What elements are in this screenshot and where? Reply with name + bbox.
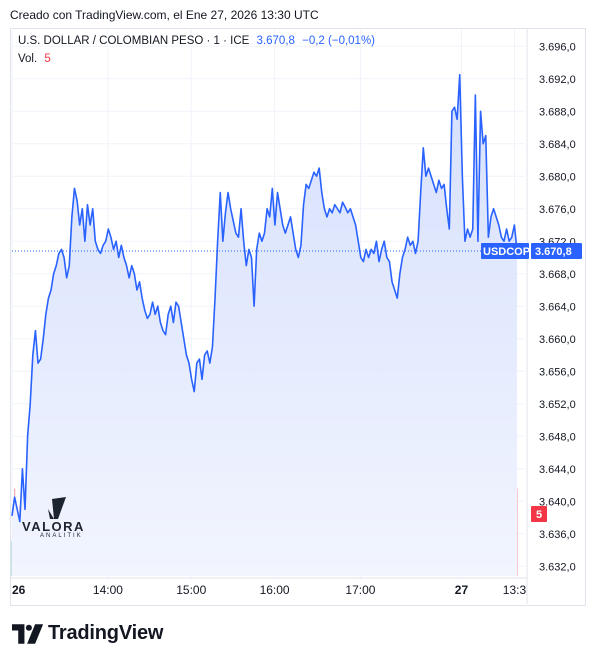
y-tick-label: 3.660,0 <box>539 334 576 346</box>
tradingview-wordmark: TradingView <box>48 622 164 644</box>
y-tick-label: 3.648,0 <box>539 431 576 443</box>
tradingview-logo-icon <box>12 623 44 644</box>
valora-watermark: VALORA ANALITIK <box>18 495 96 543</box>
y-tick-label: 3.652,0 <box>539 399 576 411</box>
y-tick-label: 3.656,0 <box>539 366 576 378</box>
symbol-badge <box>481 243 529 259</box>
symbol-badge-label: USDCOP <box>483 246 530 258</box>
price-chart[interactable]: 3.696,0 3.692,0 3.688,0 3.684,0 3.680,0 3.676… <box>0 0 598 620</box>
x-tick-label: 26 <box>12 583 26 597</box>
valora-mark-icon <box>48 497 66 519</box>
x-axis: 26 14:00 15:00 16:00 17:00 27 13:3 <box>10 577 527 597</box>
x-tick-label: 14:00 <box>93 583 123 597</box>
x-tick-label: 16:00 <box>260 583 290 597</box>
legend-symbol-desc: U.S. DOLLAR / COLOMBIAN PESO · 1 · ICE <box>18 35 250 47</box>
legend-change: −0,2 (−0,01%) <box>302 35 376 47</box>
tradingview-logo[interactable]: TradingView <box>12 622 163 645</box>
legend-volume[interactable]: Vol. 5 <box>18 53 51 65</box>
x-tick-label: 15:00 <box>176 583 206 597</box>
volume-badge <box>531 506 547 522</box>
chart-frame <box>10 28 586 606</box>
y-tick-label: 3.684,0 <box>539 139 576 151</box>
y-tick-label: 3.664,0 <box>539 301 576 313</box>
valora-sub: ANALITIK <box>40 533 83 539</box>
volume-badge-label: 5 <box>536 509 542 521</box>
valora-word: VALORA <box>22 519 85 534</box>
y-tick-label: 3.676,0 <box>539 204 576 216</box>
x-tick-label: 13:3 <box>503 583 527 597</box>
price-badges: USDCOP 3.670,8 5 <box>481 243 582 522</box>
legend-price: 3.670,8 <box>256 35 295 47</box>
legend-vol-value: 5 <box>44 53 51 65</box>
price-line <box>11 73 518 523</box>
price-badge-label: 3.670,8 <box>535 246 572 258</box>
x-tick-label: 27 <box>455 583 469 597</box>
y-tick-label: 3.696,0 <box>539 41 576 53</box>
chart-caption: Creado con TradingView.com, el Ene 27, 2… <box>10 8 319 22</box>
y-tick-label: 3.640,0 <box>539 496 576 508</box>
y-tick-label: 3.688,0 <box>539 106 576 118</box>
price-area <box>12 74 517 576</box>
price-badge <box>531 243 582 259</box>
legend-symbol[interactable]: U.S. DOLLAR / COLOMBIAN PESO · 1 · ICE 3… <box>18 35 375 47</box>
y-tick-label: 3.668,0 <box>539 269 576 281</box>
x-tick-label: 17:00 <box>345 583 375 597</box>
y-tick-label: 3.636,0 <box>539 529 576 541</box>
y-tick-label: 3.680,0 <box>539 171 576 183</box>
legend-vol-label: Vol. <box>18 53 38 65</box>
y-tick-label: 3.692,0 <box>539 74 576 86</box>
y-tick-label: 3.644,0 <box>539 464 576 476</box>
y-tick-label: 3.632,0 <box>539 561 576 573</box>
